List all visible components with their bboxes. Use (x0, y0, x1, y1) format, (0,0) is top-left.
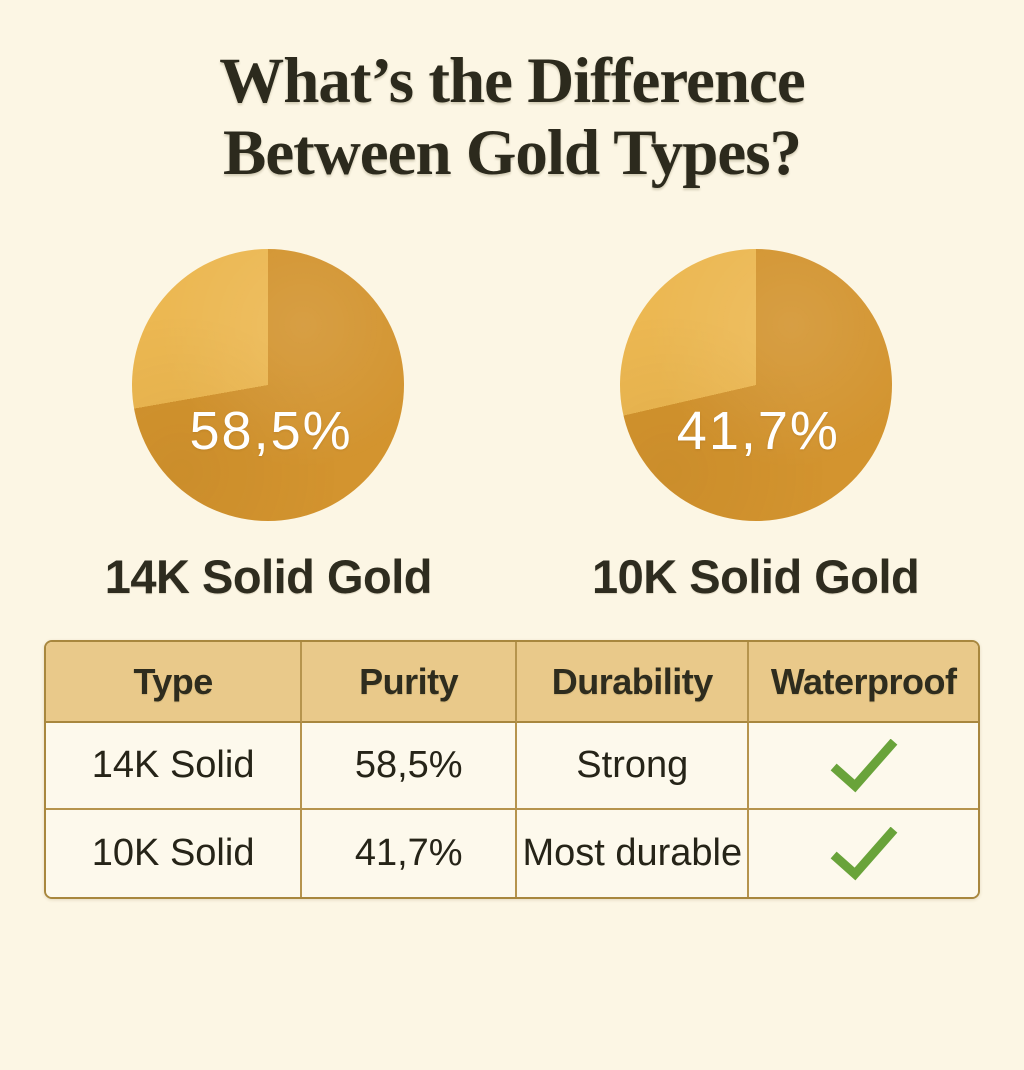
table-row-10k: 10K Solid 41,7% Most durable (46, 810, 978, 897)
cell-waterproof-14k (749, 723, 978, 810)
column-header-durability: Durability (517, 642, 750, 723)
cell-type-10k: 10K Solid (46, 810, 303, 897)
cell-waterproof-10k (749, 810, 978, 897)
table-header-row: Type Purity Durability Waterproof (46, 642, 978, 723)
cell-durability-10k: Most durable (517, 810, 750, 897)
cell-durability-14k: Strong (517, 723, 750, 810)
cell-purity-10k: 41,7% (302, 810, 518, 897)
table-row-14k: 14K Solid 58,5% Strong (46, 723, 978, 810)
comparison-table: Type Purity Durability Waterproof 14K So… (44, 640, 980, 899)
pie-charts-row: 58,5% 14K Solid Gold 41,7% 10K Solid Gol… (0, 249, 1024, 604)
column-header-purity: Purity (302, 642, 518, 723)
column-header-waterproof: Waterproof (749, 642, 978, 723)
pie-chart-10k-gold: 41,7% (619, 249, 892, 521)
pie-group-14k: 58,5% 14K Solid Gold (104, 249, 433, 604)
pie-group-10k: 41,7% 10K Solid Gold (592, 249, 920, 604)
pie-value-label-10k: 41,7% (676, 401, 840, 462)
comparison-table-container: Type Purity Durability Waterproof 14K So… (0, 640, 1024, 899)
checkmark-icon (830, 738, 898, 792)
page-title-line-1: What’s the Difference (219, 45, 806, 117)
pie-value-label-14k: 58,5% (189, 401, 353, 462)
cell-purity-14k: 58,5% (302, 723, 518, 810)
page-title-line-2: Between Gold Types? (222, 116, 802, 189)
cell-type-14k: 14K Solid (46, 723, 303, 810)
pie-caption-14k: 14K Solid Gold (104, 550, 433, 603)
pie-caption-10k: 10K Solid Gold (592, 550, 920, 603)
checkmark-icon (830, 826, 898, 880)
column-header-type: Type (46, 642, 303, 723)
page-title: What’s the Difference Between Gold Types… (0, 45, 1024, 189)
pie-chart-14k-gold: 58,5% (132, 249, 405, 521)
